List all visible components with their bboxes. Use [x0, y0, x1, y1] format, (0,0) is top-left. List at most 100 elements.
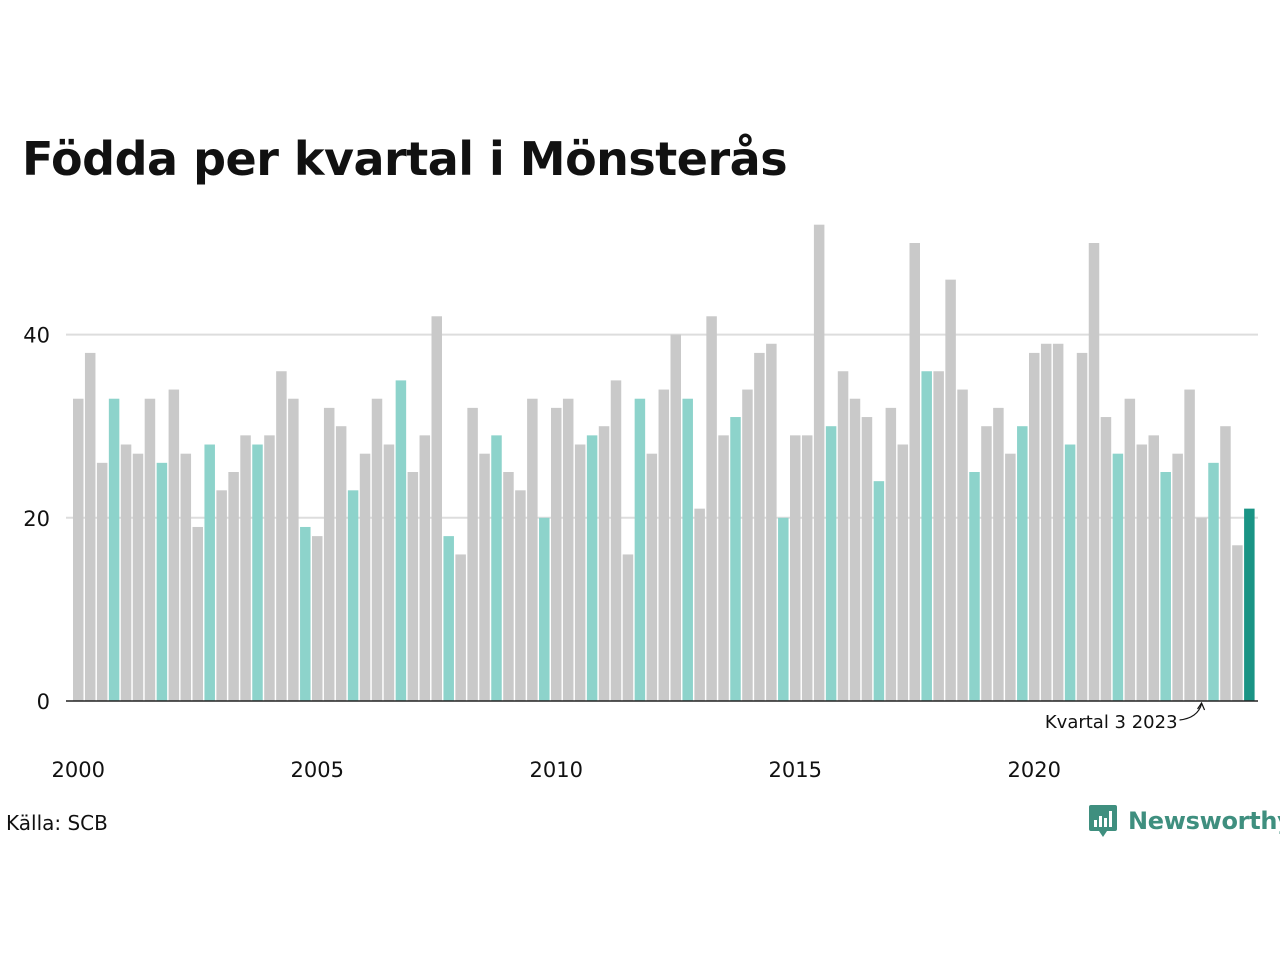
bar	[1232, 545, 1243, 701]
bar	[993, 407, 1004, 701]
bar	[1005, 453, 1016, 701]
x-tick-label: 2000	[52, 758, 105, 782]
bar	[216, 490, 227, 701]
bar	[1148, 435, 1159, 701]
bar	[586, 435, 598, 701]
bar	[419, 435, 431, 701]
bar	[132, 453, 144, 701]
bar	[1160, 472, 1171, 701]
bar	[467, 407, 478, 701]
bar	[323, 407, 335, 701]
bar	[359, 453, 371, 701]
y-tick-label: 40	[23, 324, 50, 348]
bar	[371, 398, 383, 701]
bar	[694, 508, 705, 701]
bar	[312, 536, 323, 701]
bar	[849, 398, 861, 701]
bar	[515, 490, 526, 701]
bar	[252, 444, 263, 701]
bar	[503, 472, 514, 701]
bar	[778, 517, 789, 701]
bar	[945, 279, 956, 701]
brand-name: Newsworthy	[1128, 807, 1280, 835]
bar	[981, 426, 992, 701]
bars	[73, 224, 1255, 701]
bar	[144, 398, 156, 701]
x-tick-label: 2010	[530, 758, 583, 782]
bar	[335, 426, 347, 701]
bar	[730, 417, 741, 701]
bar	[837, 371, 849, 701]
bar	[240, 435, 251, 701]
bar	[754, 352, 765, 701]
bar	[395, 380, 407, 701]
bar	[1100, 417, 1112, 701]
bar	[622, 554, 634, 701]
bar	[288, 398, 299, 701]
bar	[825, 426, 837, 701]
bar	[897, 444, 909, 701]
bar	[885, 407, 897, 701]
bar	[909, 243, 920, 701]
bar	[491, 435, 502, 701]
bar	[1040, 343, 1052, 701]
x-tick-label: 2015	[769, 758, 822, 782]
bar	[383, 444, 395, 701]
bar	[1076, 352, 1088, 701]
source-note: Källa: SCB	[6, 811, 108, 835]
bar	[192, 526, 203, 701]
newsworthy-logo-icon	[1089, 805, 1117, 837]
bar	[108, 398, 120, 701]
bar	[921, 371, 932, 701]
bar	[204, 444, 215, 701]
y-tick-label: 0	[37, 690, 50, 714]
bar	[1088, 243, 1100, 701]
bar	[228, 472, 239, 701]
bar	[1136, 444, 1148, 701]
annotation-arrowhead	[1197, 701, 1206, 711]
annotation-arrow	[1179, 703, 1203, 721]
bar	[562, 398, 574, 701]
bar	[658, 389, 670, 701]
bar	[766, 343, 777, 701]
bar	[861, 417, 873, 701]
bar	[1184, 389, 1195, 701]
annotation-label: Kvartal 3 2023	[1045, 712, 1178, 733]
bar	[610, 380, 622, 701]
bar	[1017, 426, 1028, 701]
bar	[706, 316, 717, 701]
bar	[264, 435, 275, 701]
bar	[1196, 517, 1207, 701]
bar	[431, 316, 442, 701]
bar	[1064, 444, 1076, 701]
bar	[1220, 426, 1231, 701]
bar	[300, 526, 311, 701]
bar	[156, 462, 168, 701]
x-tick-label: 2020	[1008, 758, 1061, 782]
bar	[276, 371, 287, 701]
bar	[96, 462, 108, 701]
bar	[539, 517, 550, 701]
y-axis-ticks: 0 20 40	[23, 324, 50, 714]
bar	[801, 435, 813, 701]
bar	[455, 554, 466, 701]
bar	[957, 389, 968, 701]
bar	[1208, 462, 1219, 701]
bar	[347, 490, 359, 701]
bar	[1112, 453, 1124, 701]
bar	[84, 352, 96, 701]
bar	[120, 444, 132, 701]
bar	[1029, 352, 1040, 701]
bar	[670, 334, 681, 701]
bar	[479, 453, 490, 701]
bar	[1052, 343, 1064, 701]
annotation: Kvartal 3 2023	[1045, 701, 1206, 733]
bar	[873, 481, 885, 701]
bar	[682, 398, 693, 701]
bar	[969, 472, 980, 701]
bar	[551, 407, 562, 701]
bar	[1124, 398, 1136, 701]
bar-chart: 0 20 40 2000 2005 2010 2015 2020 Kvartal 3 202…	[23, 224, 1258, 782]
bar	[646, 453, 658, 701]
bar	[180, 453, 192, 701]
